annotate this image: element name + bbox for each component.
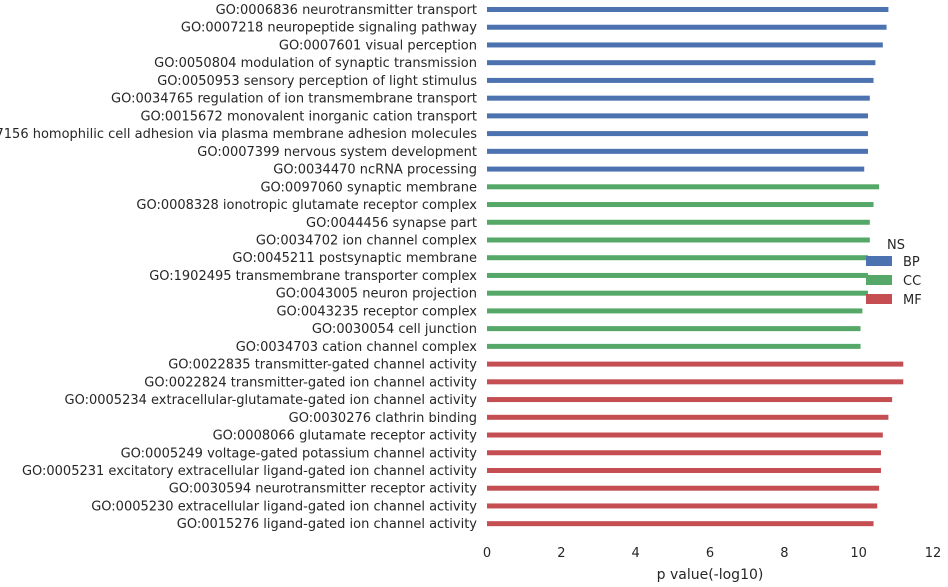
bar xyxy=(487,361,904,367)
category-label: GO:0022824 transmitter-gated ion channel… xyxy=(144,375,477,390)
category-label: GO:0008066 glutamate receptor activity xyxy=(213,429,478,444)
category-label: GO:0030054 cell junction xyxy=(312,322,477,337)
category-label: GO:0034702 ion channel complex xyxy=(256,233,477,248)
bar xyxy=(487,95,870,101)
legend-title: NS xyxy=(887,238,905,253)
category-label: GO:0005249 voltage-gated potassium chann… xyxy=(121,446,478,461)
x-tick-label: 6 xyxy=(706,546,714,561)
category-label: GO:0043005 neuron projection xyxy=(276,287,477,302)
bar xyxy=(487,202,874,208)
legend-label: CC xyxy=(903,274,921,289)
category-label: GO:0007399 nervous system development xyxy=(197,145,477,160)
bar xyxy=(487,521,874,527)
bar xyxy=(487,432,883,438)
bar xyxy=(487,113,868,119)
bar xyxy=(487,326,861,332)
bar xyxy=(487,255,868,261)
bar xyxy=(487,237,870,243)
bar xyxy=(487,184,880,190)
category-label: GO:0034470 ncRNA processing xyxy=(273,163,477,178)
x-tick-label: 2 xyxy=(557,546,565,561)
bar xyxy=(487,503,878,509)
bar xyxy=(487,397,893,403)
bar xyxy=(487,272,868,278)
category-label: GO:0050953 sensory perception of light s… xyxy=(157,74,477,89)
legend-swatch xyxy=(866,275,892,285)
x-tick-label: 4 xyxy=(632,546,640,561)
bar xyxy=(487,131,868,137)
category-label: GO:0007601 visual perception xyxy=(279,38,477,53)
category-label: GO:0005230 extracellular ligand-gated io… xyxy=(91,499,477,514)
bar xyxy=(487,290,868,296)
category-label: GO:0050804 modulation of synaptic transm… xyxy=(154,56,477,71)
category-label: GO:0006836 neurotransmitter transport xyxy=(216,3,477,18)
bar xyxy=(487,379,904,385)
category-label: GO:0030276 clathrin binding xyxy=(289,411,477,426)
category-label: GO:0015276 ligand-gated ion channel acti… xyxy=(177,517,478,532)
x-tick-label: 0 xyxy=(483,546,491,561)
category-label: GO:0034703 cation channel complex xyxy=(236,340,478,355)
bar xyxy=(487,414,889,420)
category-label: GO:0007156 homophilic cell adhesion via … xyxy=(0,127,477,142)
x-tick-label: 10 xyxy=(850,546,867,561)
category-label: GO:0007218 neuropeptide signaling pathwa… xyxy=(181,21,477,36)
category-label: GO:0008328 ionotropic glutamate receptor… xyxy=(136,198,477,213)
category-labels: GO:0006836 neurotransmitter transport GO:… xyxy=(0,3,477,532)
bar xyxy=(487,308,863,314)
bar xyxy=(487,77,874,83)
bars-layer xyxy=(487,7,904,527)
bar xyxy=(487,450,881,456)
bar xyxy=(487,467,881,473)
legend: NS BP CC MF xyxy=(866,238,922,308)
bar xyxy=(487,166,865,172)
category-label: GO:0005231 excitatory extracellular liga… xyxy=(22,464,477,479)
legend-label: MF xyxy=(903,293,922,308)
bar xyxy=(487,343,861,349)
x-tick-label: 8 xyxy=(780,546,788,561)
x-axis-label: p value(-log10) xyxy=(657,567,764,583)
x-tick-label: 12 xyxy=(925,546,942,561)
legend-entries: BP CC MF xyxy=(866,255,922,308)
legend-label: BP xyxy=(903,255,920,270)
legend-swatch xyxy=(866,294,892,304)
bar xyxy=(487,24,887,30)
category-label: GO:0045211 postsynaptic membrane xyxy=(232,251,477,266)
category-label: GO:0097060 synaptic membrane xyxy=(260,180,477,195)
bar xyxy=(487,485,880,491)
category-label: GO:0030594 neurotransmitter receptor act… xyxy=(169,482,478,497)
bar xyxy=(487,7,889,12)
bar xyxy=(487,42,883,48)
bar xyxy=(487,219,870,225)
category-label: GO:0034765 regulation of ion transmembra… xyxy=(111,92,477,107)
category-label: GO:1902495 transmembrane transporter com… xyxy=(149,269,477,284)
category-label: GO:0043235 receptor complex xyxy=(276,304,477,319)
x-axis-ticks: 0 2 4 6 8 10 12 xyxy=(483,546,941,561)
category-label: GO:0022835 transmitter-gated channel act… xyxy=(168,358,477,373)
category-label: GO:0005234 extracellular-glutamate-gated… xyxy=(65,393,478,408)
category-label: GO:0015672 monovalent inorganic cation t… xyxy=(140,109,477,124)
bar xyxy=(487,60,876,66)
legend-swatch xyxy=(866,256,892,266)
bar xyxy=(487,148,868,154)
category-label: GO:0044456 synapse part xyxy=(306,216,477,231)
